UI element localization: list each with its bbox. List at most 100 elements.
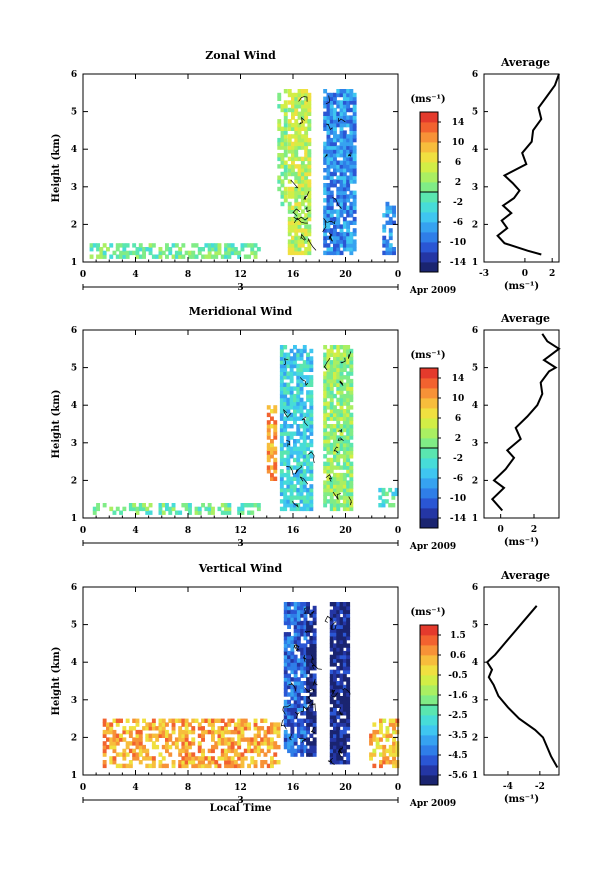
heatmap-cell: [349, 367, 354, 372]
y-tick-label: 5: [71, 108, 77, 118]
heatmap-cell: [300, 100, 305, 105]
heatmap-cell: [312, 722, 317, 727]
heatmap-cell: [188, 729, 192, 735]
heatmap-cell: [247, 503, 251, 508]
heatmap-cell: [342, 613, 347, 618]
heatmap-cell: [283, 186, 288, 192]
heatmap-cell: [306, 375, 310, 380]
heatmap-cell: [290, 733, 295, 738]
heatmap-cell: [336, 499, 341, 504]
heatmap-cell: [165, 247, 169, 252]
contour-line: [301, 416, 308, 427]
heatmap-cell: [329, 100, 334, 105]
heatmap-cell: [201, 718, 205, 723]
heatmap-cell: [352, 247, 357, 252]
contour-line: [339, 380, 344, 386]
heatmap-cell: [339, 681, 344, 686]
heatmap-cell: [283, 605, 288, 611]
heatmap-cell: [339, 92, 344, 98]
heatmap-cell: [128, 741, 133, 746]
heatmap-cell: [302, 439, 307, 444]
heatmap-cell: [342, 194, 347, 199]
heatmap-cell: [145, 737, 150, 742]
heatmap-cell: [243, 722, 248, 727]
heatmap-cell: [233, 763, 238, 769]
heatmap-cell: [240, 506, 245, 512]
heatmap-cell: [296, 363, 301, 369]
heatmap-cell: [307, 141, 312, 147]
heatmap-cell: [336, 179, 341, 184]
y-tick-label: 4: [71, 401, 77, 411]
heatmap-cell: [181, 503, 186, 508]
heatmap-cell: [342, 744, 347, 750]
heatmap-cell: [148, 737, 153, 742]
date-label: Apr 2009: [409, 799, 456, 809]
heatmap-cell: [326, 480, 331, 485]
heatmap-cell: [96, 503, 100, 508]
heatmap-cell: [287, 602, 291, 607]
heatmap-cell: [346, 397, 351, 403]
heatmap-cell: [333, 130, 337, 135]
y-axis-label: Height (km): [51, 134, 62, 203]
heatmap-cell: [312, 643, 317, 648]
colorbar-swatch: [420, 192, 438, 203]
y-tick-label: 2: [71, 476, 77, 486]
heatmap-cell: [224, 760, 228, 765]
heatmap-cell: [339, 412, 344, 418]
heatmap-cell: [342, 450, 347, 455]
heatmap-cell: [293, 681, 298, 686]
heatmap-cell: [336, 356, 341, 361]
contour-line: [347, 152, 352, 157]
heatmap-cell: [352, 171, 357, 177]
heatmap-cell: [306, 461, 310, 466]
heatmap-cell: [291, 107, 295, 113]
heatmap-cell: [323, 435, 328, 440]
heatmap-cell: [300, 654, 305, 660]
heatmap-cell: [220, 733, 225, 738]
heatmap-cell: [293, 609, 298, 614]
heatmap-cell: [349, 247, 354, 252]
heatmap-cell: [296, 703, 301, 708]
heatmap-cell: [184, 752, 189, 757]
heatmap-cell: [201, 763, 205, 769]
heatmap-cell: [270, 722, 274, 727]
heatmap-cell: [372, 733, 377, 738]
contour-line: [290, 179, 299, 189]
heatmap-cell: [291, 115, 295, 120]
colorbar-swatch: [420, 262, 438, 273]
heatmap-cell: [297, 228, 302, 233]
heatmap-cell: [115, 733, 120, 738]
heatmap-cell: [296, 461, 301, 466]
heatmap-cell: [346, 472, 351, 478]
heatmap-cell: [297, 130, 302, 135]
heatmap-cell: [326, 126, 331, 131]
heatmap-cell: [339, 688, 344, 693]
heatmap-cell: [352, 231, 357, 237]
heatmap-cell: [346, 183, 351, 188]
heatmap-cell: [307, 209, 312, 214]
heatmap-cell: [388, 216, 393, 222]
heatmap-cell: [329, 397, 334, 403]
heatmap-cell: [109, 726, 114, 731]
heatmap-cell: [300, 231, 305, 237]
heatmap-cell: [339, 654, 344, 660]
heatmap-cell: [142, 744, 146, 750]
heatmap-cell: [329, 427, 334, 433]
heatmap-cell: [352, 190, 357, 195]
heatmap-cell: [287, 654, 291, 660]
heatmap-cell: [304, 164, 309, 169]
heatmap-cell: [217, 250, 222, 256]
heatmap-cell: [323, 104, 328, 109]
heatmap-cell: [270, 476, 274, 481]
heatmap-cell: [326, 235, 331, 241]
heatmap-cell: [287, 168, 292, 173]
heatmap-cell: [336, 439, 341, 444]
heatmap-cell: [297, 247, 302, 252]
heatmap-cell: [151, 760, 156, 765]
heatmap-cell: [309, 495, 314, 500]
heatmap-cell: [188, 752, 192, 757]
heatmap-cell: [289, 412, 294, 418]
heatmap-cell: [303, 699, 308, 705]
average-frame: [483, 586, 560, 776]
heatmap-cell: [395, 729, 400, 735]
